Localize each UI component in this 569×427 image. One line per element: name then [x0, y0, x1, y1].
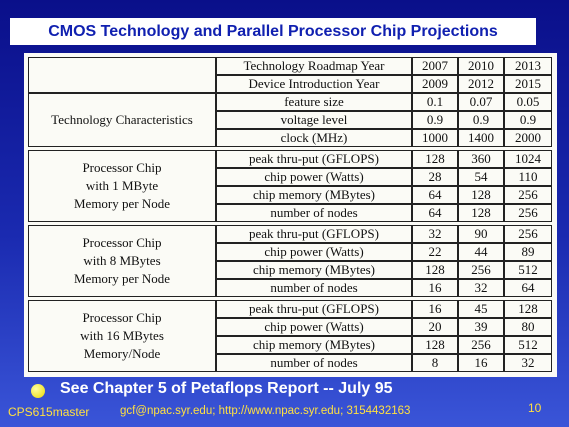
param-cell: number of nodes — [216, 279, 412, 297]
value-cell: 28 — [412, 168, 458, 186]
value-cell: 0.9 — [504, 111, 552, 129]
value-cell: 16 — [412, 279, 458, 297]
param-cell: chip power (Watts) — [216, 318, 412, 336]
value-cell: 80 — [504, 318, 552, 336]
header-param: Technology Roadmap Year — [216, 57, 412, 75]
param-cell: chip memory (MBytes) — [216, 186, 412, 204]
group-label: Technology Characteristics — [28, 93, 216, 147]
footer-center: gcf@npac.syr.edu; http://www.npac.syr.ed… — [120, 405, 411, 417]
value-cell: 20 — [412, 318, 458, 336]
param-cell: feature size — [216, 93, 412, 111]
group-label-line: Technology Characteristics — [51, 112, 193, 127]
header-year: 2013 — [504, 57, 552, 75]
param-cell: peak thru-put (GFLOPS) — [216, 225, 412, 243]
param-cell: peak thru-put (GFLOPS) — [216, 300, 412, 318]
value-cell: 1000 — [412, 129, 458, 147]
value-cell: 0.05 — [504, 93, 552, 111]
value-cell: 64 — [412, 204, 458, 222]
bullet-text: See Chapter 5 of Petaflops Report -- Jul… — [60, 380, 393, 397]
value-cell: 0.9 — [412, 111, 458, 129]
group-label-line: Memory/Node — [83, 346, 161, 361]
param-cell: chip memory (MBytes) — [216, 336, 412, 354]
value-cell: 39 — [458, 318, 504, 336]
value-cell: 45 — [458, 300, 504, 318]
value-cell: 1400 — [458, 129, 504, 147]
bullet-dot — [31, 384, 45, 398]
value-cell: 128 — [412, 261, 458, 279]
group-label-line: with 8 MBytes — [83, 253, 161, 268]
value-cell: 512 — [504, 336, 552, 354]
value-cell: 128 — [412, 336, 458, 354]
value-cell: 512 — [504, 261, 552, 279]
title-box — [10, 18, 536, 45]
group-label-line: Memory per Node — [73, 271, 171, 286]
group-label: Processor Chip with 16 MBytes Memory/Node — [28, 300, 216, 372]
param-cell: chip power (Watts) — [216, 243, 412, 261]
header-year: 2010 — [458, 57, 504, 75]
value-cell: 0.9 — [458, 111, 504, 129]
value-cell: 89 — [504, 243, 552, 261]
value-cell: 22 — [412, 243, 458, 261]
header-year: 2007 — [412, 57, 458, 75]
header-param: Device Introduction Year — [216, 75, 412, 93]
param-cell: chip memory (MBytes) — [216, 261, 412, 279]
value-cell: 256 — [504, 225, 552, 243]
param-cell: chip power (Watts) — [216, 168, 412, 186]
value-cell: 8 — [412, 354, 458, 372]
value-cell: 128 — [412, 150, 458, 168]
value-cell: 44 — [458, 243, 504, 261]
value-cell: 64 — [412, 186, 458, 204]
header-year: 2015 — [504, 75, 552, 93]
header-label-blank — [28, 57, 216, 93]
value-cell: 16 — [412, 300, 458, 318]
value-cell: 256 — [458, 261, 504, 279]
group-label: Processor Chip with 1 MByte Memory per Nod… — [28, 150, 216, 222]
param-cell: number of nodes — [216, 204, 412, 222]
param-cell: voltage level — [216, 111, 412, 129]
group-label-line: Processor Chip — [82, 310, 162, 325]
value-cell: 32 — [504, 354, 552, 372]
group-label-line: Processor Chip — [82, 160, 162, 175]
param-cell: peak thru-put (GFLOPS) — [216, 150, 412, 168]
slide-title: CMOS Technology and Parallel Processor C… — [48, 23, 498, 40]
value-cell: 360 — [458, 150, 504, 168]
value-cell: 110 — [504, 168, 552, 186]
header-year: 2009 — [412, 75, 458, 93]
value-cell: 128 — [458, 186, 504, 204]
value-cell: 54 — [458, 168, 504, 186]
value-cell: 256 — [504, 186, 552, 204]
group-label-line: Processor Chip — [82, 235, 162, 250]
header-year: 2012 — [458, 75, 504, 93]
value-cell: 0.1 — [412, 93, 458, 111]
value-cell: 128 — [504, 300, 552, 318]
group-label-line: Memory per Node — [73, 196, 171, 211]
group-label-line: with 16 MBytes — [80, 328, 164, 343]
value-cell: 256 — [458, 336, 504, 354]
value-cell: 256 — [504, 204, 552, 222]
param-cell: number of nodes — [216, 354, 412, 372]
value-cell: 64 — [504, 279, 552, 297]
value-cell: 1024 — [504, 150, 552, 168]
group-label: Processor Chip with 8 MBytes Memory per No… — [28, 225, 216, 297]
value-cell: 0.07 — [458, 93, 504, 111]
table-sheet — [24, 53, 557, 377]
value-cell: 128 — [458, 204, 504, 222]
value-cell: 90 — [458, 225, 504, 243]
value-cell: 2000 — [504, 129, 552, 147]
group-label-line: with 1 MByte — [85, 178, 159, 193]
value-cell: 16 — [458, 354, 504, 372]
value-cell: 32 — [412, 225, 458, 243]
value-cell: 32 — [458, 279, 504, 297]
page-number: 10 — [528, 401, 542, 415]
footer-left: CPS615master — [8, 405, 90, 419]
param-cell: clock (MHz) — [216, 129, 412, 147]
